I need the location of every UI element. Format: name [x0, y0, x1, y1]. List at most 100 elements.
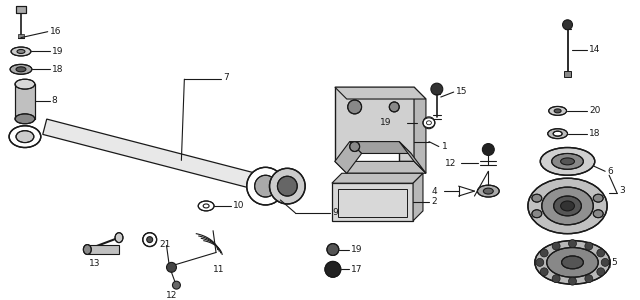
Ellipse shape [561, 256, 584, 269]
Polygon shape [335, 142, 362, 173]
Circle shape [327, 244, 339, 256]
Circle shape [540, 249, 548, 257]
Text: 8: 8 [52, 97, 58, 106]
Circle shape [166, 262, 177, 272]
Circle shape [349, 142, 360, 152]
Text: 12: 12 [166, 291, 177, 300]
Polygon shape [414, 87, 426, 173]
Ellipse shape [10, 64, 32, 74]
Ellipse shape [561, 158, 575, 165]
Text: 18: 18 [589, 129, 601, 138]
Text: 21: 21 [159, 240, 171, 249]
Bar [87, 244, 119, 254]
Text: 20: 20 [589, 106, 601, 116]
Ellipse shape [552, 154, 584, 169]
Circle shape [536, 258, 544, 266]
Circle shape [143, 233, 157, 247]
Text: 15: 15 [456, 87, 467, 96]
Text: 7: 7 [223, 73, 228, 82]
Bar [332, 183, 413, 221]
Ellipse shape [15, 114, 35, 124]
Text: 9: 9 [332, 208, 338, 217]
Circle shape [552, 275, 560, 283]
Ellipse shape [115, 233, 123, 243]
Text: 18: 18 [52, 65, 63, 74]
Circle shape [389, 102, 399, 112]
Text: 4: 4 [432, 187, 438, 196]
Text: 14: 14 [589, 45, 601, 54]
Bar [16, 6, 26, 13]
Ellipse shape [247, 167, 284, 205]
Ellipse shape [16, 131, 34, 142]
Circle shape [172, 281, 180, 289]
Ellipse shape [535, 241, 610, 284]
Polygon shape [413, 173, 423, 221]
Circle shape [147, 237, 153, 243]
Text: 11: 11 [213, 265, 225, 274]
Circle shape [552, 242, 560, 250]
Polygon shape [335, 161, 426, 173]
Ellipse shape [15, 79, 35, 89]
Ellipse shape [542, 187, 593, 225]
Bar [338, 189, 407, 217]
Ellipse shape [532, 194, 542, 202]
Ellipse shape [269, 168, 305, 204]
Text: 19: 19 [380, 118, 391, 127]
Ellipse shape [593, 210, 603, 218]
Text: 12: 12 [445, 159, 456, 168]
Ellipse shape [198, 201, 214, 211]
Ellipse shape [554, 196, 581, 216]
Text: 17: 17 [351, 265, 362, 274]
Circle shape [325, 261, 340, 277]
Bar [15, 84, 35, 119]
Text: 13: 13 [90, 259, 100, 268]
Ellipse shape [17, 50, 25, 53]
Text: 16: 16 [50, 27, 61, 36]
Text: 5: 5 [611, 258, 617, 267]
Circle shape [568, 240, 577, 248]
Circle shape [423, 117, 435, 129]
Circle shape [585, 242, 593, 250]
Polygon shape [332, 173, 423, 183]
Ellipse shape [548, 106, 566, 116]
Ellipse shape [277, 176, 297, 196]
Ellipse shape [483, 188, 493, 194]
Circle shape [431, 83, 443, 95]
Ellipse shape [528, 178, 607, 234]
Ellipse shape [554, 109, 561, 113]
Ellipse shape [553, 131, 562, 136]
Circle shape [568, 277, 577, 285]
Text: 19: 19 [52, 47, 63, 56]
Polygon shape [335, 87, 426, 99]
Text: 19: 19 [351, 245, 362, 254]
Bar [18, 34, 24, 38]
Ellipse shape [593, 194, 603, 202]
Ellipse shape [561, 201, 575, 211]
Text: 10: 10 [233, 201, 244, 210]
Circle shape [563, 20, 573, 30]
Circle shape [540, 268, 548, 276]
Ellipse shape [9, 126, 41, 148]
Circle shape [585, 275, 593, 283]
Bar [564, 71, 572, 77]
Text: 3: 3 [619, 186, 625, 195]
Polygon shape [43, 119, 264, 191]
Polygon shape [399, 142, 426, 173]
Polygon shape [335, 87, 414, 161]
Ellipse shape [83, 244, 92, 254]
Text: 6: 6 [607, 167, 613, 176]
Polygon shape [349, 142, 411, 154]
Circle shape [348, 100, 362, 114]
Circle shape [597, 249, 605, 257]
Ellipse shape [11, 47, 31, 56]
Text: 2: 2 [431, 197, 436, 206]
Ellipse shape [547, 248, 598, 277]
Ellipse shape [548, 129, 568, 139]
Ellipse shape [540, 148, 595, 175]
Ellipse shape [477, 185, 499, 197]
Circle shape [483, 144, 494, 155]
Circle shape [601, 258, 609, 266]
Ellipse shape [255, 175, 276, 197]
Ellipse shape [16, 67, 26, 72]
Text: 1: 1 [442, 142, 447, 151]
